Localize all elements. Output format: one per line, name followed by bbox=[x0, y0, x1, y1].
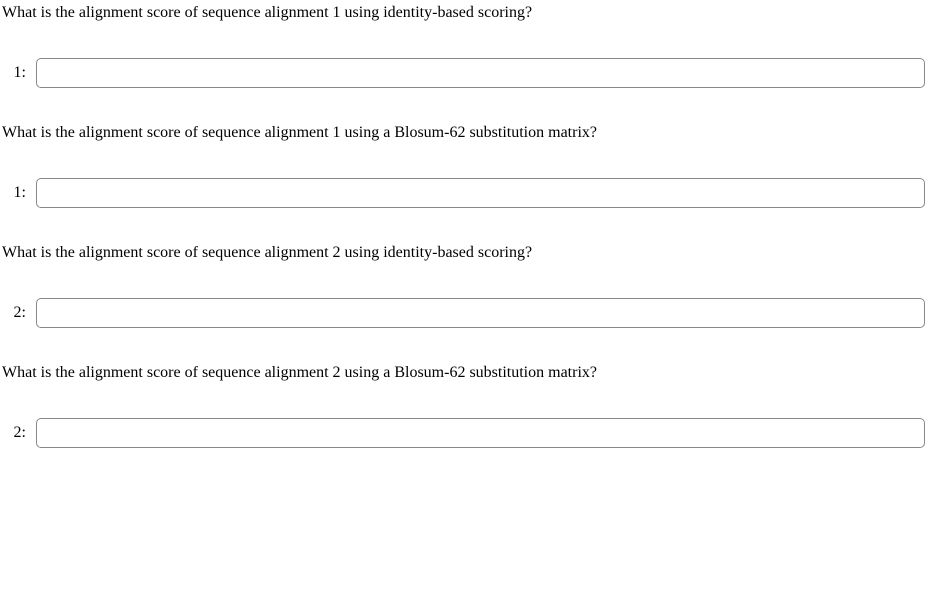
question-block-4: What is the alignment score of sequence … bbox=[0, 364, 933, 448]
answer-row: 1: bbox=[0, 178, 933, 208]
answer-input-2b[interactable] bbox=[36, 418, 925, 448]
answer-label: 2: bbox=[8, 424, 26, 442]
answer-label: 1: bbox=[8, 184, 26, 202]
question-prompt: What is the alignment score of sequence … bbox=[0, 124, 933, 142]
question-prompt: What is the alignment score of sequence … bbox=[0, 364, 933, 382]
question-block-1: What is the alignment score of sequence … bbox=[0, 4, 933, 88]
answer-label: 1: bbox=[8, 64, 26, 82]
question-block-2: What is the alignment score of sequence … bbox=[0, 124, 933, 208]
answer-input-1b[interactable] bbox=[36, 178, 925, 208]
question-prompt: What is the alignment score of sequence … bbox=[0, 244, 933, 262]
answer-label: 2: bbox=[8, 304, 26, 322]
answer-input-2a[interactable] bbox=[36, 298, 925, 328]
answer-row: 1: bbox=[0, 58, 933, 88]
answer-row: 2: bbox=[0, 418, 933, 448]
answer-input-1a[interactable] bbox=[36, 58, 925, 88]
answer-row: 2: bbox=[0, 298, 933, 328]
question-prompt: What is the alignment score of sequence … bbox=[0, 4, 933, 22]
question-block-3: What is the alignment score of sequence … bbox=[0, 244, 933, 328]
